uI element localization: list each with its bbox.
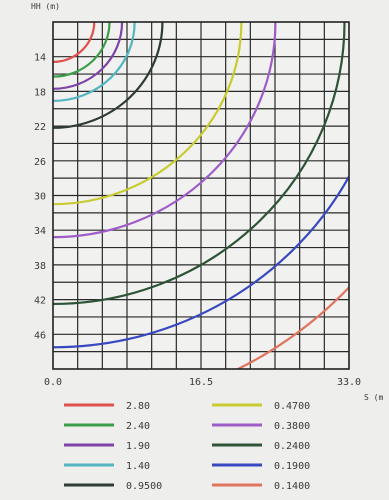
y-tick-label: 30	[34, 192, 46, 203]
legend-label: 1.90	[126, 441, 150, 452]
legend-label: 0.9500	[126, 481, 162, 492]
contour-line	[53, 22, 243, 206]
legend-label: 1.40	[126, 461, 150, 472]
legend-label: 0.4700	[274, 401, 310, 412]
y-tick-label: 38	[34, 261, 46, 272]
legend-label: 2.40	[126, 421, 150, 432]
y-axis-label: HH (m)	[31, 2, 60, 11]
legend-label: 0.3800	[274, 421, 310, 432]
y-tick-label: 14	[34, 53, 46, 64]
contour-line	[53, 22, 136, 103]
contour-line	[53, 174, 349, 349]
y-tick-label: 18	[34, 87, 46, 98]
contour-line	[53, 22, 346, 306]
legend-label: 2.80	[126, 401, 150, 412]
legend-label: 0.2400	[274, 441, 310, 452]
contour-line	[53, 22, 164, 129]
contour-line	[53, 22, 124, 90]
contour-line	[53, 22, 96, 64]
y-tick-label: 22	[34, 122, 46, 133]
y-tick-label: 46	[34, 330, 46, 341]
x-tick-labels: 0.0 16.5 33.0	[44, 377, 361, 388]
contour-line	[53, 22, 277, 239]
x-axis-label: S (m	[364, 393, 383, 402]
legend-label: 0.1900	[274, 461, 310, 472]
plot-frame	[52, 21, 350, 370]
x-tick-label: 0.0	[44, 377, 62, 388]
y-tick-labels: 14 18 22 26 30 34 38 42 46	[34, 53, 46, 342]
contour-line	[53, 22, 111, 78]
legend: 2.80 2.40 1.90 1.40 0.9500 0.4700 0.3800 0.2400…	[64, 401, 310, 492]
y-tick-label: 34	[34, 226, 46, 237]
y-tick-label: 42	[34, 296, 46, 307]
y-tick-label: 26	[34, 157, 46, 168]
contour-lines	[53, 22, 349, 369]
x-tick-label: 33.0	[337, 377, 361, 388]
legend-label: 0.1400	[274, 481, 310, 492]
contour-line	[235, 285, 349, 369]
x-tick-label: 16.5	[189, 377, 213, 388]
